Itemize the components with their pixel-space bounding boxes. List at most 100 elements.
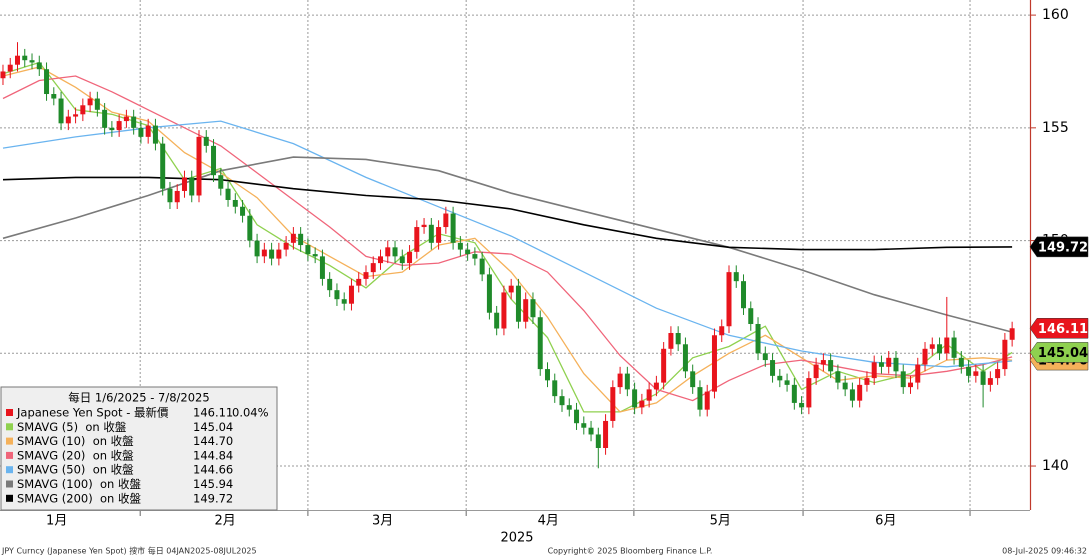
candle-body	[610, 387, 616, 421]
candle-body	[334, 290, 340, 300]
legend-value: 144.66	[193, 463, 233, 477]
candle-body	[828, 360, 834, 372]
legend-title: 每日 1/6/2025 - 7/8/2025	[68, 391, 209, 405]
x-tick-label: 3月	[372, 514, 393, 529]
candle-body	[770, 360, 776, 376]
candles	[0, 42, 1015, 469]
legend-swatch	[6, 409, 13, 416]
candle-body	[152, 125, 158, 144]
y-tick-label: 160	[1042, 7, 1069, 23]
legend-value: 145.94	[193, 477, 233, 491]
candle-body	[189, 177, 195, 196]
candle-body	[341, 299, 347, 304]
candle-body	[298, 233, 304, 246]
candle-body	[385, 247, 391, 257]
candle-body	[871, 362, 877, 379]
candle-body	[1009, 328, 1015, 340]
candle-body	[327, 278, 333, 291]
candle-body	[777, 375, 783, 381]
candle-body	[392, 247, 398, 257]
candle-body	[211, 145, 217, 176]
legend-value: 145.04	[193, 420, 233, 434]
legend-value: 146.11	[193, 406, 233, 420]
candle-body	[791, 384, 797, 403]
candle-body	[733, 272, 739, 282]
candle-body	[450, 213, 456, 243]
candle-body	[363, 272, 369, 279]
candle-body	[44, 69, 50, 95]
candle-body	[806, 378, 812, 408]
candle-body	[813, 364, 819, 379]
candle-body	[617, 373, 623, 388]
candle-body	[312, 254, 318, 257]
candle-body	[116, 121, 122, 131]
candle-body	[240, 206, 246, 216]
legend-swatch	[6, 437, 13, 445]
candle-body	[276, 249, 282, 259]
candle-body	[378, 256, 384, 264]
candle-body	[559, 396, 565, 406]
axis: 1401451501551601月2月3月4月5月6月149.72146.111…	[0, 0, 1089, 529]
legend-value: 144.70	[193, 434, 233, 448]
legend-label: Japanese Yen Spot - 最新價	[16, 406, 169, 420]
candle-body	[22, 55, 28, 61]
candle-body	[704, 391, 710, 410]
candle-body	[160, 143, 166, 189]
candle-body	[290, 233, 296, 243]
candle-body	[668, 333, 674, 349]
candle-body	[472, 254, 478, 259]
candle-body	[900, 371, 906, 388]
candle-body	[544, 369, 550, 381]
candle-body	[915, 364, 921, 383]
x-tick-label: 5月	[710, 514, 731, 529]
candle-body	[131, 116, 137, 128]
candle-body	[305, 245, 311, 255]
footer-center: Copyright© 2025 Bloomberg Finance L.P.	[548, 547, 713, 556]
candle-body	[283, 242, 289, 250]
ma-line	[2, 75, 1013, 402]
y-tick-label: 140	[1042, 458, 1069, 474]
legend-label: SMAVG (10) on 收盤	[17, 434, 134, 448]
price-tag: 145.04	[1038, 346, 1088, 361]
candle-body	[51, 94, 57, 99]
candle-body	[588, 427, 594, 435]
candle-body	[929, 344, 935, 349]
candle-body	[87, 98, 93, 106]
candle-body	[414, 227, 420, 252]
candle-body	[1002, 339, 1008, 370]
candle-body	[399, 256, 405, 264]
x-tick-label: 4月	[538, 514, 559, 529]
candle-body	[486, 274, 492, 313]
candle-body	[624, 373, 630, 390]
candle-body	[907, 382, 913, 388]
candle-body	[14, 55, 20, 65]
candle-body	[980, 371, 986, 385]
candle-body	[109, 127, 115, 131]
candle-body	[348, 285, 354, 304]
candle-body	[719, 326, 725, 336]
candle-body	[65, 116, 71, 124]
candle-body	[966, 366, 972, 376]
candle-body	[232, 199, 238, 207]
candle-body	[574, 409, 580, 424]
candle-body	[799, 402, 805, 408]
candle-body	[835, 371, 841, 383]
candle-body	[80, 105, 86, 115]
x-tick-label: 2月	[214, 514, 235, 529]
candle-body	[356, 278, 362, 286]
ma-line	[2, 61, 1013, 413]
candle-body	[886, 357, 892, 367]
candle-body	[944, 337, 950, 354]
candle-body	[639, 400, 645, 408]
legend: 每日 1/6/2025 - 7/8/2025 Japanese Yen Spot…	[0, 386, 278, 511]
candle-body	[937, 344, 943, 354]
candle-body	[523, 299, 529, 322]
candle-body	[443, 213, 449, 228]
legend-swatch	[6, 494, 13, 502]
candle-body	[755, 323, 761, 354]
legend-label: SMAVG (5) on 收盤	[17, 420, 127, 434]
x-tick-label: 1月	[46, 514, 67, 529]
candle-body	[218, 175, 224, 189]
candle-body	[842, 382, 848, 390]
